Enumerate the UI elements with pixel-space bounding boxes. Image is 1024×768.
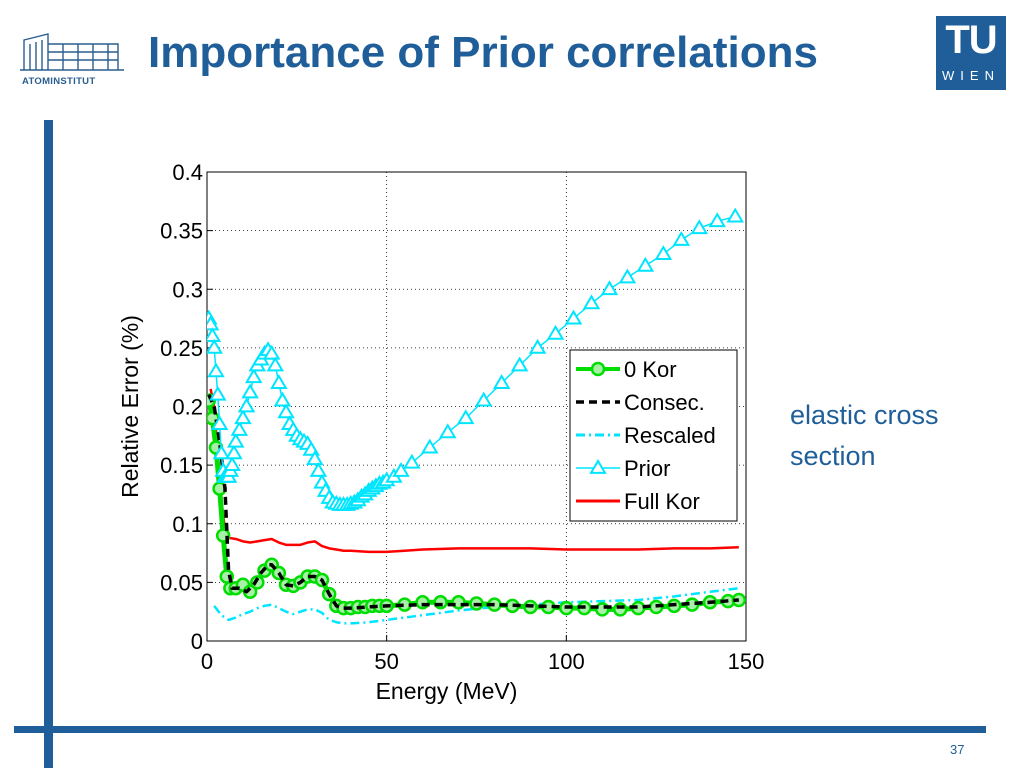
y-axis-label: Relative Error (%) — [117, 315, 143, 498]
series-prior-point — [207, 327, 222, 343]
series-prior-point — [456, 409, 475, 425]
series-prior-point — [210, 415, 229, 430]
vertical-accent-bar — [44, 120, 53, 768]
series-prior-point — [439, 423, 457, 439]
series-prior-point — [672, 231, 691, 246]
series-prior-point — [230, 420, 249, 436]
x-tick-label: 50 — [374, 649, 398, 674]
series-prior-point — [421, 438, 439, 454]
series-prior-point — [207, 362, 225, 378]
series-prior-point — [618, 268, 637, 284]
series-layer — [207, 207, 747, 625]
series-0-kor-point — [451, 595, 466, 610]
series-prior-point — [207, 315, 220, 331]
series-prior-point — [564, 309, 583, 325]
series-prior-point — [223, 456, 241, 472]
series-prior-point — [277, 403, 295, 419]
x-axis-label: Energy (MeV) — [376, 678, 518, 704]
series-0-kor-point — [595, 602, 610, 617]
series-prior-point — [474, 391, 493, 407]
side-note: elastic cross section — [790, 400, 939, 471]
legend-marker-0-kor — [590, 361, 606, 377]
series-prior-point — [510, 356, 529, 372]
y-tick-label: 0.2 — [172, 395, 203, 420]
series-prior-point — [270, 374, 288, 389]
series-prior-point — [209, 385, 227, 401]
series-prior-point — [273, 391, 292, 407]
y-tick-label: 0.35 — [160, 219, 203, 244]
series-prior-point — [492, 374, 511, 389]
series-prior-point — [654, 245, 673, 260]
series-prior-point — [392, 462, 410, 477]
series-prior-point — [528, 338, 547, 354]
legend-label-full-kor: Full Kor — [624, 489, 700, 514]
y-tick-label: 0.1 — [172, 512, 203, 537]
series-prior-point — [309, 462, 328, 477]
y-tick-label: 0.4 — [172, 160, 203, 185]
tu-wien-logo: TU WIEN — [936, 16, 1006, 90]
series-prior-point — [226, 432, 245, 448]
series-prior-point — [262, 344, 281, 360]
y-tick-label: 0.05 — [160, 570, 203, 595]
series-prior-point — [708, 212, 727, 228]
series-0-kor-point — [433, 595, 448, 610]
series-prior-point — [241, 383, 259, 399]
series-prior-point — [582, 294, 601, 310]
series-prior-point — [403, 453, 421, 469]
series-prior-point — [546, 324, 565, 340]
series-prior-point — [212, 444, 231, 460]
series-prior-point — [234, 409, 252, 425]
relative-error-chart: 0 50 100 150 0 0.05 0.1 0.15 0.2 0.25 0.3 0.35 0.4 En… — [100, 140, 780, 720]
series-prior-point — [726, 207, 744, 223]
series-prior-point — [244, 368, 263, 384]
series-0-kor-point — [415, 595, 430, 610]
atominstitut-label: ATOMINSTITUT — [22, 76, 96, 87]
series-consec-line — [207, 394, 739, 610]
series-prior-point — [636, 256, 655, 272]
legend-label-prior: Prior — [624, 456, 670, 481]
series-prior-point — [600, 280, 619, 296]
tu-logo-text: TU — [945, 18, 997, 62]
series-rescaled-line — [213, 586, 739, 625]
x-tick-label: 150 — [728, 649, 765, 674]
building-icon — [20, 33, 124, 71]
horizontal-accent-bar — [14, 726, 986, 733]
legend-label-consec: Consec. — [624, 390, 705, 415]
series-prior-point — [266, 356, 285, 372]
x-tick-label: 0 — [201, 649, 213, 674]
series-full-kor-line — [209, 388, 739, 554]
legend-label-rescaled: Rescaled — [624, 423, 716, 448]
series-prior-point — [207, 338, 223, 354]
series-prior-point — [225, 444, 243, 460]
wien-logo-text: WIEN — [942, 68, 1000, 83]
y-tick-label: 0.25 — [160, 336, 203, 361]
page-number: 37 — [950, 742, 965, 757]
series-prior-point — [306, 450, 324, 466]
series-0-kor-point — [612, 602, 628, 617]
x-tick-label: 100 — [548, 649, 585, 674]
legend-label-0-kor: 0 Kor — [624, 357, 677, 382]
y-tick-label: 0 — [191, 629, 203, 654]
atominstitut-logo: ATOMINSTITUT — [18, 30, 126, 92]
y-tick-label: 0.3 — [172, 277, 203, 302]
slide-title: Importance of Prior correlations — [148, 28, 818, 77]
y-tick-label: 0.15 — [160, 453, 203, 478]
series-prior-point — [237, 397, 256, 413]
legend-marker-prior — [589, 459, 607, 474]
series-prior-point — [690, 219, 709, 235]
